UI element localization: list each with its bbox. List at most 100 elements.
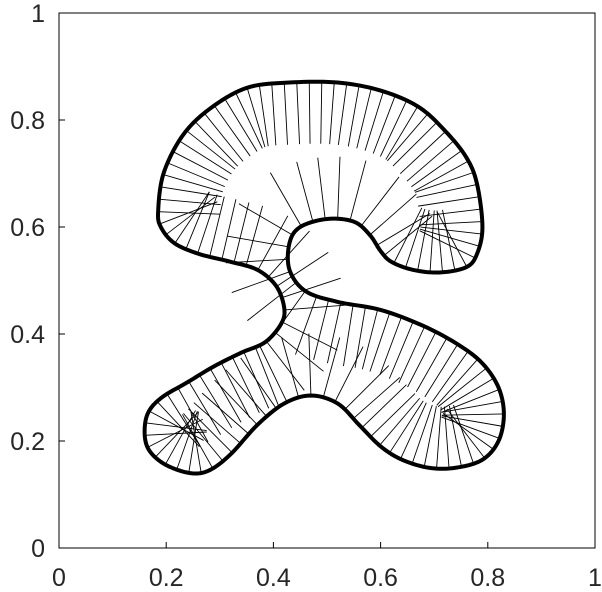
normal-vector [443,406,450,469]
normal-vector [344,365,390,410]
normal-vector [276,251,329,287]
normal-vector [399,131,446,175]
normal-vector [231,271,291,293]
normal-vector [231,356,260,413]
normal-vector [329,82,335,145]
normal-vector [209,196,225,257]
normal-vector [419,228,480,247]
normal-vector [220,362,251,418]
normal-vector [343,304,354,367]
normal-vector [337,156,341,219]
normal-vector [176,410,198,470]
normal-vector [356,87,372,149]
normal-vector [148,410,204,441]
normal-vector [431,350,469,403]
normal-vector [281,337,300,398]
normal-vector [183,413,224,462]
normal-vector [385,106,419,160]
normal-vector [453,404,475,464]
normal-vector [156,401,200,448]
normal-vector [441,413,504,416]
normal-vector [441,416,500,439]
normal-vector [174,191,210,244]
normal-vector [240,357,277,409]
normal-vector [227,235,289,248]
normal-vector [144,431,207,436]
x-tick-label: 1 [588,564,602,592]
normal-vector [259,346,288,403]
normal-vector [437,367,487,408]
normal-vector [418,196,480,207]
normal-vector [411,150,462,188]
normal-vector [295,296,317,355]
normal-vector [440,377,494,411]
normal-vector [361,309,379,370]
normal-vector [247,282,297,321]
normal-vector [284,304,347,311]
normal-vector [364,91,384,151]
normal-vector [213,105,251,157]
normal-vector [326,302,342,364]
normal-vector [347,85,360,147]
normal-vector [258,84,269,147]
x-tick-label: 0.4 [256,564,291,592]
normal-vector [448,405,462,467]
normal-vector [414,160,469,192]
normal-vector [369,312,391,372]
normal-vector [269,172,302,227]
normal-vector [337,83,348,146]
closed-curve [142,79,506,476]
normal-vector [334,346,364,403]
normal-vector [416,183,478,198]
normal-vector [167,162,225,188]
normal-vector [354,306,366,368]
normal-vector [436,358,479,406]
normal-vector [224,98,258,152]
normal-vector [379,100,408,157]
normal-vector [281,321,338,351]
normal-vector [158,198,221,206]
normal-vector [313,299,330,360]
normal-vector [238,203,293,236]
normal-vector [274,332,324,372]
normal-vector [393,207,423,264]
normal-vector [406,140,455,182]
y-tick-label: 0.4 [10,321,45,349]
normal-vector [387,113,429,162]
normal-vector [283,82,288,145]
normal-vector [235,92,263,149]
normal-vector [420,221,483,226]
normal-vector [420,226,483,235]
normal-vector [199,374,233,429]
normal-vector [379,316,402,376]
x-tick-label: 0.2 [149,564,184,592]
normal-vector [388,321,414,379]
normal-vector [441,389,500,413]
normal-vector [209,368,242,423]
normal-vector [446,408,486,459]
normal-vector [414,171,474,193]
x-axis: 0 0.2 0.4 0.6 0.8 1 [52,542,602,592]
normal-vector [190,411,202,474]
normal-vector [201,392,250,435]
normal-vector [419,208,482,217]
normal-vector [188,381,222,435]
normal-vector [372,95,396,154]
normal-vector [415,337,448,392]
normal-vector [308,81,311,144]
normal-vector [407,331,437,388]
normal-vector [164,410,196,465]
normal-vector [194,121,239,167]
normal-vector [317,157,326,220]
normal-vector [429,210,435,273]
normal-vector [154,412,199,458]
normal-vector [281,277,341,299]
x-tick-label: 0.8 [470,564,505,592]
normal-vector [185,191,210,250]
normal-vector [322,337,341,398]
y-tick-label: 0.8 [10,107,45,135]
normal-vector [400,402,427,460]
normal-vector [320,81,323,144]
normal-vector [369,193,417,236]
